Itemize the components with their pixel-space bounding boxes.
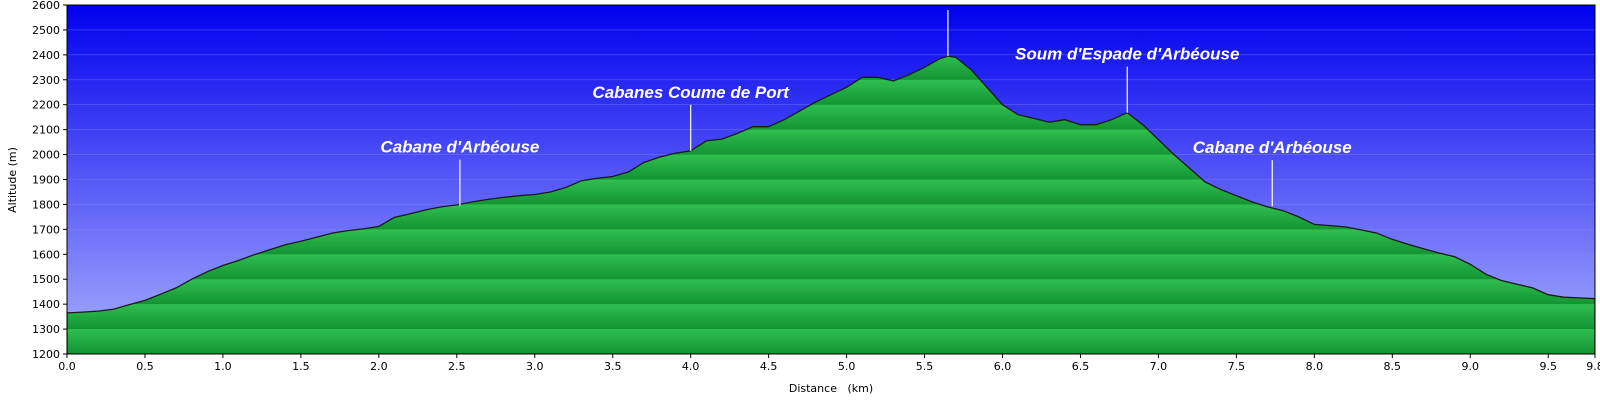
- y-tick-label: 2300: [32, 74, 60, 87]
- x-tick-label: 9.0: [1462, 360, 1480, 373]
- y-tick-label: 2000: [32, 149, 60, 162]
- x-tick-label: 6.0: [994, 360, 1012, 373]
- x-axis: 0.0 0.5 1.0 1.5 2.0 2.5 3.0 3.5 4.0 4.5 5.0 5.5 6.0 6…: [58, 354, 1600, 373]
- x-tick-label: 8.5: [1384, 360, 1402, 373]
- x-tick-label: 9.5: [1539, 360, 1557, 373]
- x-tick-label: 1.0: [214, 360, 232, 373]
- x-tick-label: 7.0: [1150, 360, 1168, 373]
- y-tick-label: 1300: [32, 323, 60, 336]
- y-tick-label: 1900: [32, 174, 60, 187]
- x-tick-label: 2.0: [370, 360, 388, 373]
- x-tick-label: 2.5: [448, 360, 466, 373]
- y-tick-label: 1400: [32, 298, 60, 311]
- y-tick-label: 1200: [32, 348, 60, 361]
- x-tick-label: 5.5: [916, 360, 934, 373]
- annotation-label: Soum d'Espade d'Arbéouse: [1015, 45, 1239, 64]
- annotation-label: Soum de Nère: [891, 0, 1005, 7]
- y-tick-label: 2100: [32, 124, 60, 137]
- x-tick-label: 8.0: [1306, 360, 1324, 373]
- x-tick-label: 7.5: [1228, 360, 1246, 373]
- x-tick-label: 3.0: [526, 360, 544, 373]
- y-axis-title: Altitude (m): [6, 147, 19, 213]
- y-tick-label: 1800: [32, 198, 60, 211]
- x-tick-label: 1.5: [292, 360, 310, 373]
- x-tick-label: 0.5: [136, 360, 154, 373]
- y-tick-label: 1600: [32, 248, 60, 261]
- x-tick-label: 4.0: [682, 360, 700, 373]
- y-tick-label: 1700: [32, 223, 60, 236]
- y-axis: 1200 1300 1400 1500 1600 1700 1800 1900 2000 2100…: [32, 0, 67, 361]
- x-tick-label: 6.5: [1072, 360, 1090, 373]
- x-tick-label: 9.8: [1586, 360, 1600, 373]
- y-tick-label: 2200: [32, 99, 60, 112]
- x-tick-label: 4.5: [760, 360, 778, 373]
- x-axis-title: Distance (km): [789, 382, 873, 395]
- annotation-label: Cabane d'Arbéouse: [1193, 138, 1352, 157]
- x-tick-label: 3.5: [604, 360, 622, 373]
- elevation-area: [67, 55, 1595, 354]
- x-tick-label: 5.0: [838, 360, 856, 373]
- waypoint-annotations: Cabane d'Arbéouse Cabanes Coume de Port So…: [380, 0, 1352, 207]
- annotation-label: Cabanes Coume de Port: [592, 83, 790, 102]
- annotation-label: Cabane d'Arbéouse: [380, 138, 539, 157]
- y-tick-label: 2400: [32, 49, 60, 62]
- y-tick-label: 2600: [32, 0, 60, 12]
- y-tick-label: 2500: [32, 24, 60, 37]
- y-tick-label: 1500: [32, 273, 60, 286]
- x-tick-label: 0.0: [58, 360, 76, 373]
